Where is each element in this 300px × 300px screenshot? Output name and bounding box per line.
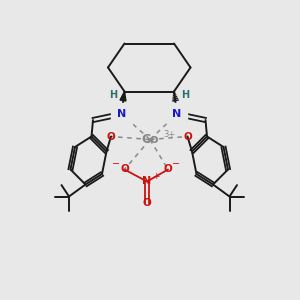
Text: H: H — [181, 89, 190, 100]
Polygon shape — [120, 92, 126, 101]
Text: N: N — [142, 176, 152, 187]
Text: O: O — [106, 131, 116, 142]
Text: N: N — [172, 109, 182, 119]
Text: O: O — [120, 164, 129, 175]
Text: O: O — [164, 164, 172, 175]
Text: H: H — [109, 89, 117, 100]
Text: −: − — [112, 159, 120, 169]
Text: Co: Co — [141, 133, 159, 146]
Text: 3+: 3+ — [164, 130, 175, 139]
Text: −: − — [172, 159, 181, 169]
Text: O: O — [142, 197, 152, 208]
Text: O: O — [183, 131, 192, 142]
Text: N: N — [117, 109, 126, 119]
Text: +: + — [152, 172, 159, 181]
